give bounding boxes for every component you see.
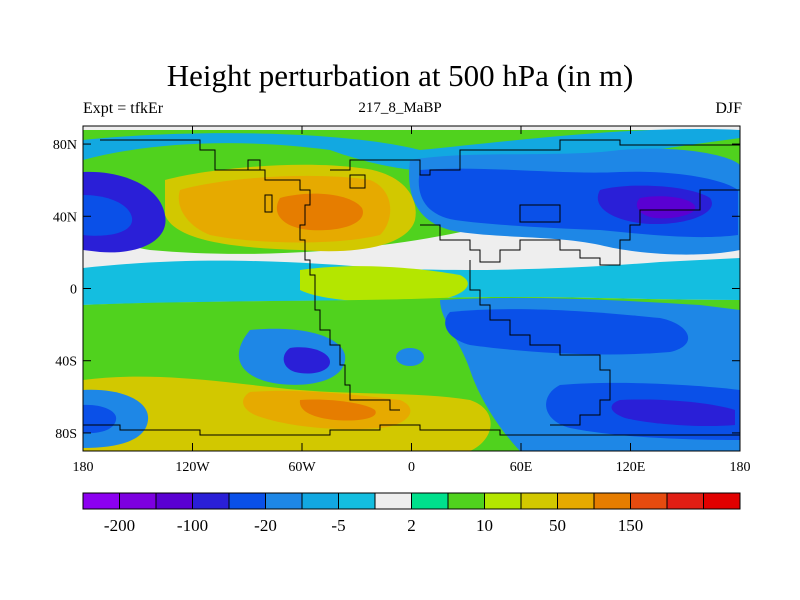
y-axis: 80N 40N 0 40S 80S	[53, 138, 740, 442]
colorbar-box	[484, 492, 522, 510]
colorbar-label: -100	[177, 516, 208, 535]
y-tick-label: 40S	[55, 355, 77, 370]
x-tick-label: 180	[730, 460, 751, 475]
sh-pacific-core	[283, 347, 330, 374]
colorbar-label: -20	[254, 516, 277, 535]
colorbar-label: -200	[104, 516, 135, 535]
colorbar-box	[338, 492, 376, 510]
x-axis: 180 120W 60W 0 60E 120E 180	[73, 126, 751, 475]
colorbar-box	[593, 492, 631, 510]
colorbar-box	[520, 492, 558, 510]
pacific-low-inner	[83, 195, 133, 236]
x-tick-label: 120W	[175, 460, 210, 475]
sh-south-core	[611, 399, 735, 427]
sh-west-core	[83, 404, 117, 434]
x-tick-label: 0	[408, 460, 415, 475]
colorbar-label: 50	[549, 516, 566, 535]
run-id-label: 217_8_MaBP	[358, 100, 442, 116]
x-tick-label: 120E	[616, 460, 646, 475]
coastlines	[83, 139, 740, 436]
tropical-band	[300, 266, 468, 303]
colorbar-label: 150	[618, 516, 644, 535]
na-core	[276, 193, 363, 231]
colorbar-box	[265, 492, 303, 510]
colorbar-box	[119, 492, 157, 510]
colorbar: -200 -100 -20 -5 2 10 50 150	[82, 492, 741, 535]
colorbar-box	[192, 492, 230, 510]
y-tick-label: 80N	[53, 138, 77, 153]
y-tick-label: 40N	[53, 210, 77, 225]
colorbar-box	[82, 492, 120, 510]
chart-title: Height perturbation at 500 hPa (in m)	[166, 58, 634, 93]
colorbar-box	[228, 492, 266, 510]
colorbar-box	[557, 492, 595, 510]
colorbar-box	[155, 492, 193, 510]
colorbar-box	[301, 492, 339, 510]
asia-core	[636, 196, 696, 219]
colorbar-box	[666, 492, 704, 510]
sh-eddy	[396, 348, 424, 366]
x-tick-label: 60W	[288, 460, 316, 475]
y-tick-label: 80S	[55, 427, 77, 442]
y-tick-label: 0	[70, 283, 77, 298]
x-tick-label: 60E	[510, 460, 533, 475]
colorbar-label: 2	[407, 516, 416, 535]
field-layers	[83, 129, 740, 451]
colorbar-label: -5	[331, 516, 345, 535]
colorbar-box	[411, 492, 449, 510]
season-label: DJF	[715, 100, 742, 117]
colorbar-box	[630, 492, 668, 510]
x-tick-label: 180	[73, 460, 94, 475]
colorbar-box	[703, 492, 741, 510]
colorbar-box	[374, 492, 412, 510]
sh-core	[299, 399, 376, 421]
colorbar-label: 10	[476, 516, 493, 535]
colorbar-box	[447, 492, 485, 510]
experiment-label: Expt = tfkEr	[83, 100, 164, 117]
